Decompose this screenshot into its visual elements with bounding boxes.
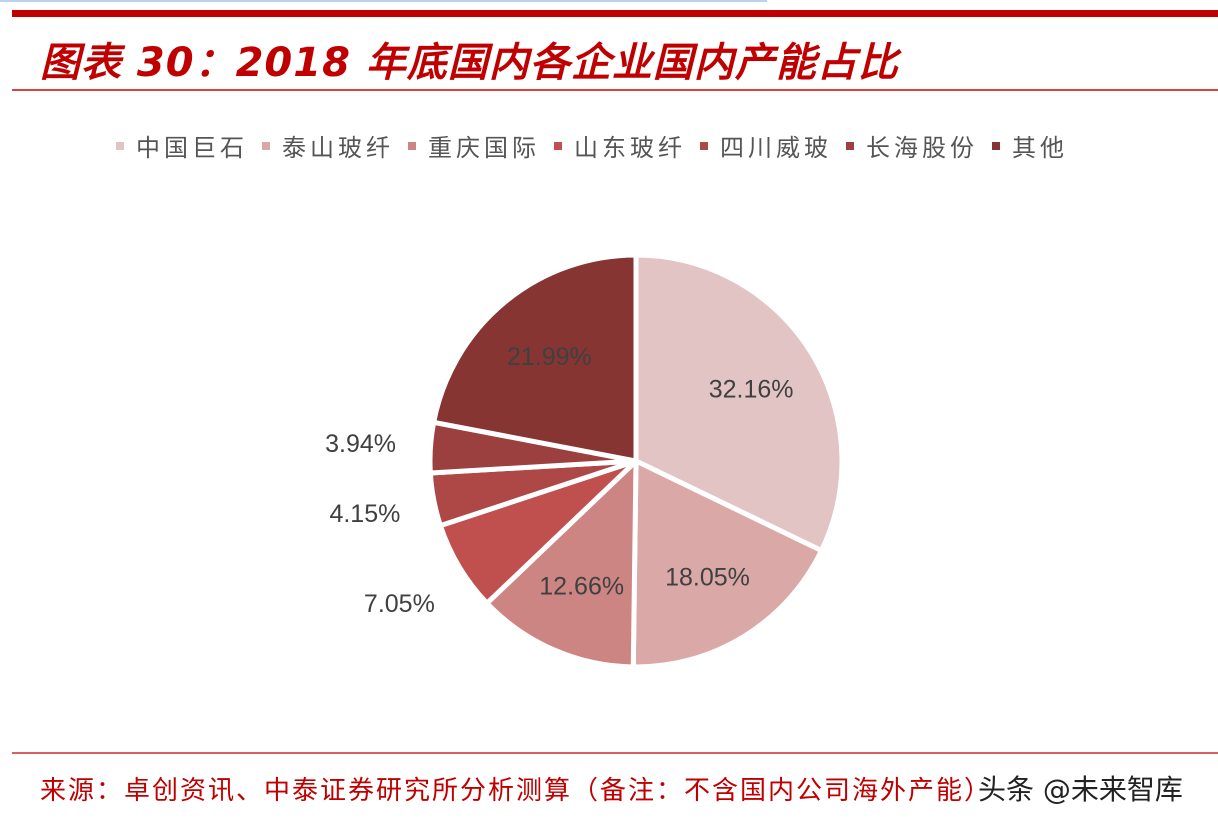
watermark: 头条 @未来智库 [978,773,1183,806]
legend-label: 山东玻纤 [574,134,686,162]
pie-slice [431,252,639,464]
legend-item: 泰山玻纤 [262,128,394,163]
top-accent-line [0,0,767,2]
legend-swatch [262,141,270,150]
title-divider [12,89,1218,91]
pie-slice [484,458,639,670]
slice-label: 4.15% [329,500,400,528]
slice-label: 18.05% [665,564,750,592]
legend-item: 长海股份 [846,128,978,163]
slice-label: 7.05% [364,590,435,618]
legend-swatch [554,141,562,150]
chart-title: 图表 30：2018 年底国内各企业国内产能占比 [40,40,899,86]
header-bar [12,10,1218,17]
footer-divider [12,752,1218,754]
legend-swatch [408,141,416,150]
legend-item: 重庆国际 [408,128,540,163]
slice-label: 32.16% [709,376,794,404]
slice-label: 12.66% [539,573,624,601]
source-note: 来源：卓创资讯、中泰证券研究所分析测算（备注：不含国内公司海外产能） [40,776,993,806]
legend-swatch [992,141,1000,150]
slice-label: 3.94% [325,430,396,458]
legend-swatch [116,141,124,150]
legend-label: 四川威玻 [720,134,832,162]
legend-label: 长海股份 [866,134,978,162]
pie-slices [427,252,845,670]
pie-slice [633,252,845,554]
legend-item: 四川威玻 [700,128,832,163]
slice-label: 21.99% [507,343,592,371]
legend-item: 其他 [992,128,1068,163]
legend-item: 中国巨石 [116,128,248,163]
legend-label: 其他 [1012,134,1068,162]
legend-swatch [846,141,854,150]
legend-label: 重庆国际 [428,134,540,162]
pie-slice [630,458,825,670]
legend-swatch [700,141,708,150]
pie-labels: 32.16% 18.05% 12.66% 7.05% 4.15% 3.94% 21.99% [325,343,793,618]
legend-label: 中国巨石 [136,134,248,162]
legend-item: 山东玻纤 [554,128,686,163]
chart-legend: 中国巨石 泰山玻纤 重庆国际 山东玻纤 四川威玻 长海股份 其他 [116,128,1082,163]
legend-label: 泰山玻纤 [282,134,394,162]
